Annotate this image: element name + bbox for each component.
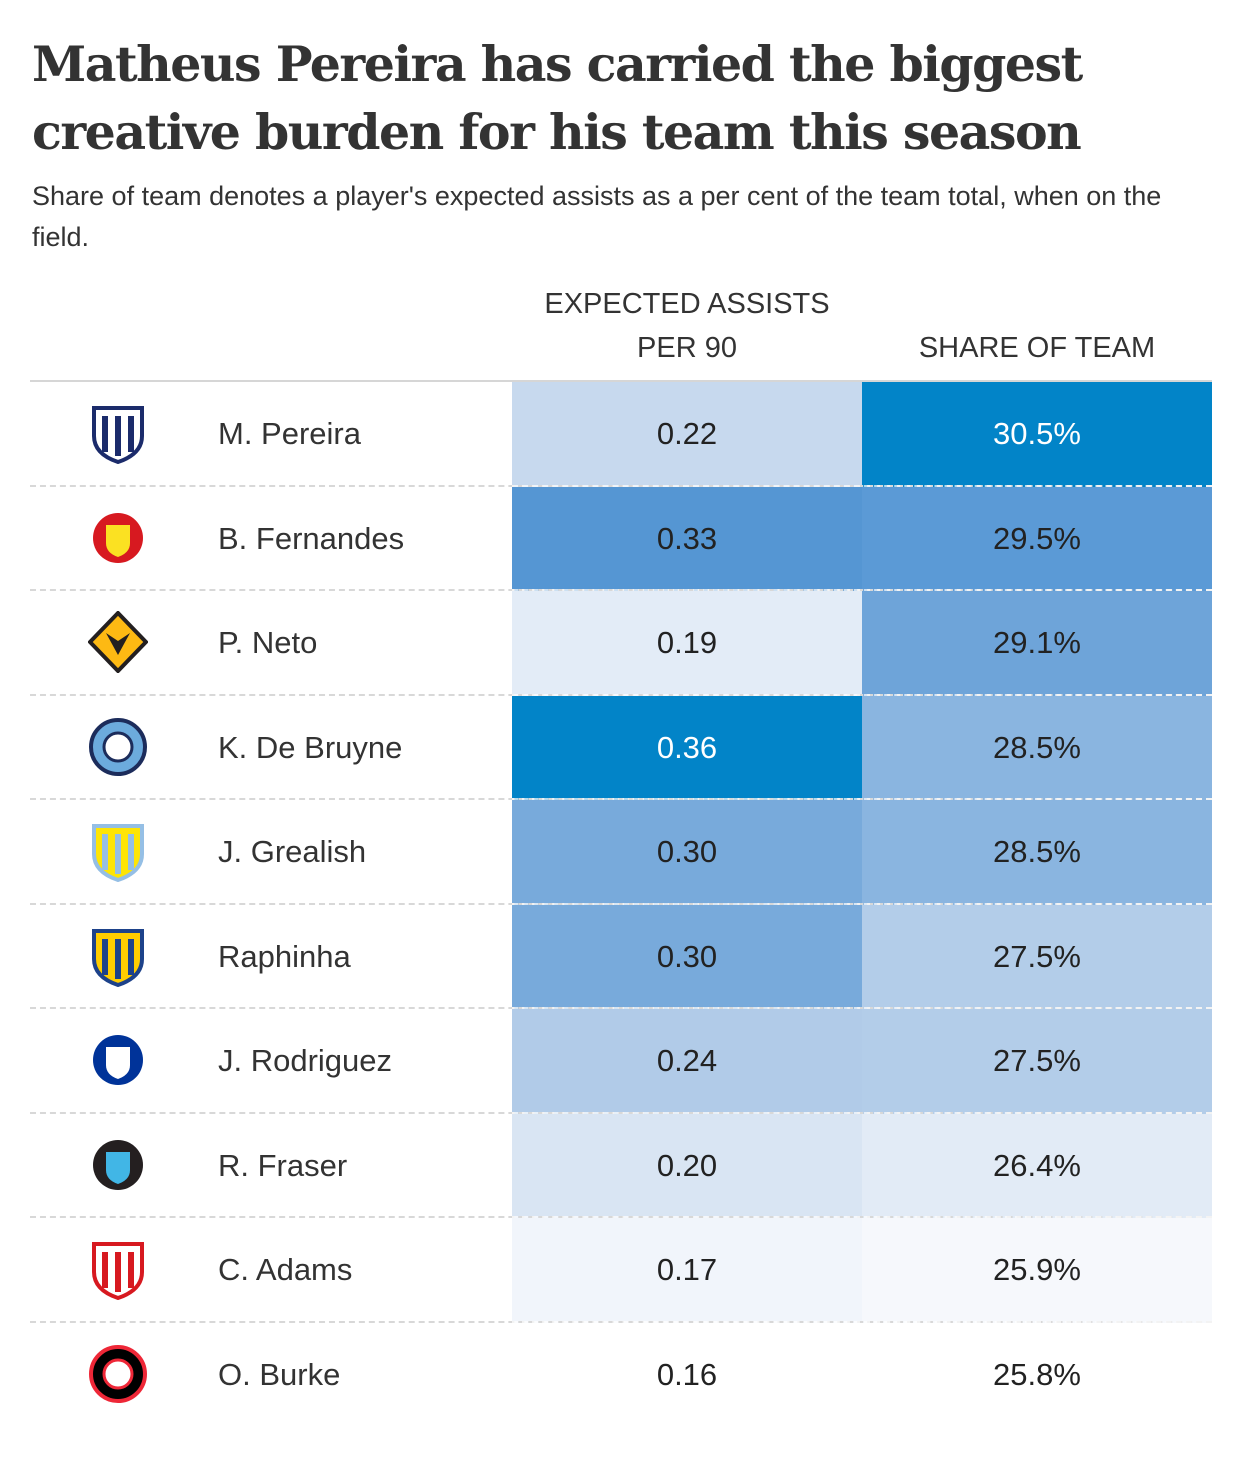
everton-crest-icon xyxy=(88,1029,148,1091)
column-header-share-of-team: SHARE OF TEAM xyxy=(918,332,1156,364)
table-body: M. Pereira 0.22 30.5% B. Fernandes 0.33 … xyxy=(30,382,1212,1427)
cell-divider xyxy=(512,1007,1212,1009)
player-name: P. Neto xyxy=(218,625,318,660)
man-united-crest-icon xyxy=(88,507,148,569)
chart-title: Matheus Pereira has carried the biggest … xyxy=(32,35,1083,161)
player-name: J. Rodriguez xyxy=(218,1043,393,1078)
xa-per-90-cell: 0.20 xyxy=(512,1113,862,1218)
xa-per-90-cell: 0.33 xyxy=(512,486,862,591)
player-name: Raphinha xyxy=(218,938,351,974)
wolves-crest-icon xyxy=(87,610,149,674)
xa-per-90-cell: 0.16 xyxy=(512,1322,862,1427)
southampton-crest-icon xyxy=(88,1238,148,1301)
table-row: R. Fraser 0.20 26.4% xyxy=(30,1113,1212,1218)
xa-per-90-cell: 0.19 xyxy=(512,591,862,696)
cell-divider xyxy=(512,902,1212,905)
newcastle-crest-icon xyxy=(88,1134,148,1196)
header-divider xyxy=(30,380,1212,382)
player-name: J. Grealish xyxy=(218,834,367,869)
share-of-team-cell: 26.4% xyxy=(862,1113,1212,1218)
leeds-crest-icon xyxy=(88,925,148,987)
table-row: Raphinha 0.30 27.5% xyxy=(30,904,1212,1009)
table-row: M. Pereira 0.22 30.5% xyxy=(30,382,1212,487)
share-of-team-cell: 25.8% xyxy=(862,1322,1212,1427)
player-name: B. Fernandes xyxy=(218,520,405,556)
table-row: O. Burke 0.16 25.8% xyxy=(30,1322,1212,1427)
cell-divider xyxy=(512,589,1212,591)
cell-divider xyxy=(512,484,1212,487)
share-of-team-cell: 29.1% xyxy=(862,591,1212,696)
share-of-team-cell: 29.5% xyxy=(862,486,1212,591)
player-name: R. Fraser xyxy=(218,1147,348,1183)
table-row: B. Fernandes 0.33 29.5% xyxy=(30,486,1212,591)
man-city-crest-icon xyxy=(88,716,148,778)
xa-per-90-cell: 0.24 xyxy=(512,1009,862,1114)
xa-per-90-cell: 0.30 xyxy=(512,904,862,1009)
west-brom-crest-icon xyxy=(88,402,148,465)
share-of-team-cell: 28.5% xyxy=(862,695,1212,800)
column-header-expected-assists: EXPECTED ASSISTS PER 90 xyxy=(544,288,830,364)
share-of-team-cell: 27.5% xyxy=(862,1009,1212,1114)
chart-subtitle: Share of team denotes a player's expecte… xyxy=(32,181,1162,252)
cell-divider xyxy=(512,798,1212,800)
xa-per-90-cell: 0.22 xyxy=(512,382,862,487)
xa-per-90-cell: 0.36 xyxy=(512,695,862,800)
table-row: C. Adams 0.17 25.9% xyxy=(30,1218,1212,1323)
table-row: J. Rodriguez 0.24 27.5% xyxy=(30,1009,1212,1114)
player-name: M. Pereira xyxy=(218,416,361,451)
table-row: J. Grealish 0.30 28.5% xyxy=(30,800,1212,905)
xa-per-90-cell: 0.30 xyxy=(512,800,862,905)
player-name: O. Burke xyxy=(218,1356,341,1392)
table-row: K. De Bruyne 0.36 28.5% xyxy=(30,695,1212,800)
cell-divider xyxy=(512,693,1212,696)
player-name: K. De Bruyne xyxy=(218,729,403,765)
share-of-team-cell: 25.9% xyxy=(862,1218,1212,1323)
table-row: P. Neto 0.19 29.1% xyxy=(30,591,1212,696)
cell-divider xyxy=(512,1320,1212,1323)
player-name: C. Adams xyxy=(218,1252,353,1287)
share-of-team-cell: 30.5% xyxy=(862,382,1212,487)
aston-villa-crest-icon xyxy=(88,820,148,883)
share-of-team-cell: 27.5% xyxy=(862,904,1212,1009)
cell-divider xyxy=(512,1216,1212,1218)
cell-divider xyxy=(512,1111,1212,1114)
sheffield-united-crest-icon xyxy=(88,1343,148,1405)
share-of-team-cell: 28.5% xyxy=(862,800,1212,905)
xa-per-90-cell: 0.17 xyxy=(512,1218,862,1323)
